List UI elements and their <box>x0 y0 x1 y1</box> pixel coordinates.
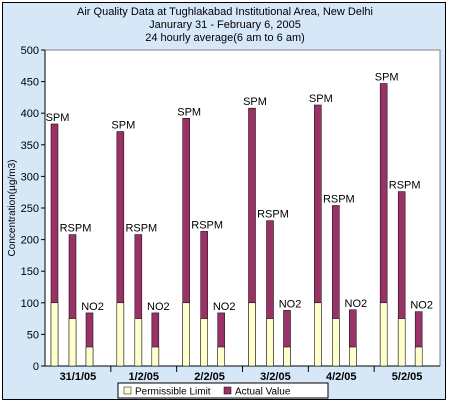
data-label-no2: NO2 <box>81 301 104 313</box>
bar-limit-rspm <box>200 318 208 367</box>
data-label-no2: NO2 <box>345 298 368 310</box>
data-label-spm: SPM <box>111 120 135 132</box>
bar-limit-no2 <box>414 346 423 367</box>
data-label-rspm: RSPM <box>60 223 92 235</box>
x-tick-label: 4/2/05 <box>326 371 357 383</box>
bar-limit-rspm <box>68 318 77 367</box>
data-label-no2: NO2 <box>213 301 236 313</box>
bar-limit-rspm <box>266 318 274 367</box>
bar-limit-spm <box>248 302 256 367</box>
y-tick-label: 100 <box>21 298 39 310</box>
chart-title-line-1: Air Quality Data at Tughlakabad Institut… <box>77 6 373 18</box>
data-label-spm: SPM <box>177 106 201 118</box>
x-tick-label: 1/2/05 <box>128 371 159 383</box>
data-label-spm: SPM <box>243 96 267 108</box>
bar-limit-spm <box>379 302 388 367</box>
data-label-rspm: RSPM <box>257 209 289 221</box>
bar-limit-spm <box>314 302 322 367</box>
x-tick-label: 31/1/05 <box>60 371 97 383</box>
x-tick-label: 5/2/05 <box>392 371 423 383</box>
y-axis-label: Concentration(µg/m3) <box>7 160 18 257</box>
data-label-spm: SPM <box>46 112 70 124</box>
legend-swatch <box>123 386 132 395</box>
legend-swatch <box>223 386 232 395</box>
data-label-spm: SPM <box>375 71 399 83</box>
data-label-no2: NO2 <box>279 298 302 310</box>
y-tick-label: 0 <box>33 361 39 373</box>
legend-entry: Permissible Limit <box>135 387 211 398</box>
data-label-rspm: RSPM <box>323 193 355 205</box>
bar-limit-no2 <box>217 346 225 367</box>
y-tick-label: 450 <box>21 77 39 89</box>
bar-limit-spm <box>116 302 125 367</box>
data-label-spm: SPM <box>309 93 333 105</box>
legend <box>117 382 329 399</box>
data-label-rspm: RSPM <box>389 180 421 192</box>
legend-entry: Actual Value <box>235 387 291 398</box>
x-tick-label: 2/2/05 <box>194 371 225 383</box>
bar-limit-no2 <box>349 346 357 367</box>
bar-limit-rspm <box>134 318 143 367</box>
y-tick-label: 150 <box>21 266 39 278</box>
chart-title-line-3: 24 hourly average(6 am to 6 am) <box>145 32 305 44</box>
x-tick-label: 3/2/05 <box>260 371 291 383</box>
bar-limit-no2 <box>151 346 160 367</box>
bar-limit-spm <box>50 302 59 367</box>
data-label-rspm: RSPM <box>125 223 157 235</box>
bar-limit-no2 <box>283 346 291 367</box>
data-label-rspm: RSPM <box>191 219 223 231</box>
y-tick-label: 250 <box>21 203 39 215</box>
y-tick-label: 200 <box>21 235 39 247</box>
y-tick-label: 350 <box>21 140 39 152</box>
bar-limit-no2 <box>85 346 94 367</box>
data-label-no2: NO2 <box>410 300 433 312</box>
bar-limit-rspm <box>332 318 340 367</box>
y-tick-label: 50 <box>27 329 39 341</box>
y-tick-label: 500 <box>21 45 39 57</box>
bar-limit-rspm <box>397 318 406 367</box>
chart-title-line-2: Janurary 31 - February 6, 2005 <box>149 19 301 31</box>
y-tick-label: 400 <box>21 108 39 120</box>
bar-limit-spm <box>182 302 190 367</box>
y-tick-label: 300 <box>21 171 39 183</box>
data-label-no2: NO2 <box>147 301 170 313</box>
